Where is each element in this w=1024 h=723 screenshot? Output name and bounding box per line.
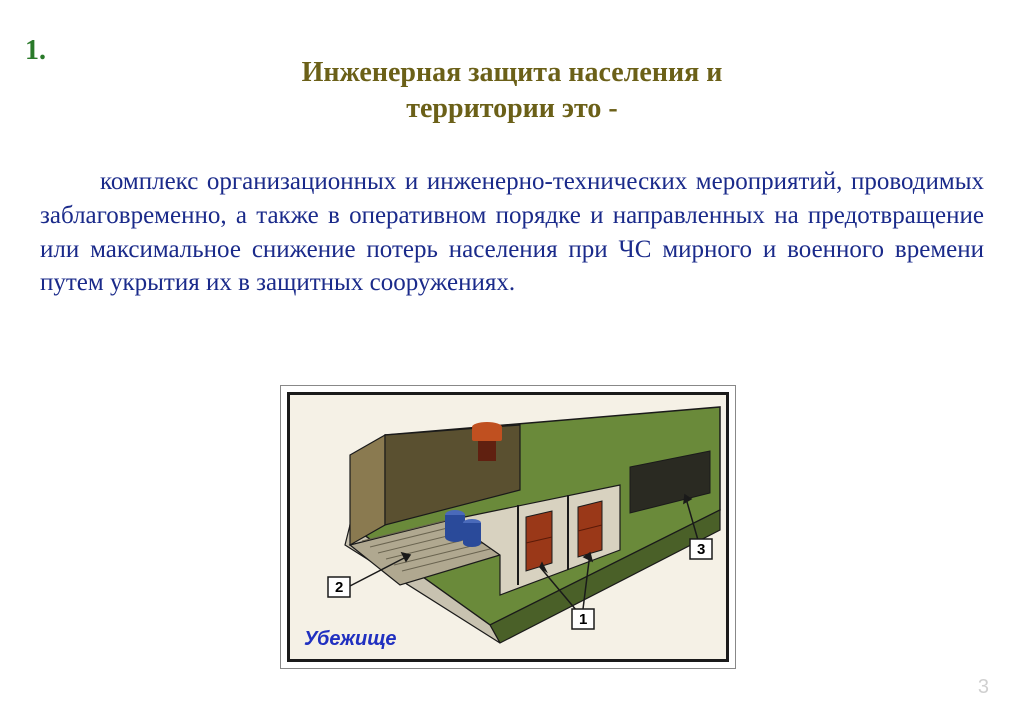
body-paragraph: комплекс организационных и инженерно-тех… [40, 165, 984, 300]
callout-3-label: 3 [697, 541, 705, 558]
earth-cut-left [350, 435, 385, 545]
door-1 [526, 511, 552, 571]
page-title: Инженерная защита населения и территории… [0, 55, 1024, 128]
bunker-illustration [290, 395, 729, 661]
figure-frame: 1 2 3 Убежище [287, 392, 729, 662]
title-line-2: территории это - [406, 93, 618, 124]
title-line-1: Инженерная защита населения и [302, 57, 723, 88]
callout-2-label: 2 [335, 579, 343, 596]
figure-caption: Убежище [304, 628, 397, 651]
figure-container: 1 2 3 Убежище [280, 385, 736, 669]
callout-1-label: 1 [579, 611, 587, 628]
door-2 [578, 501, 602, 557]
page-number: 3 [978, 676, 989, 699]
